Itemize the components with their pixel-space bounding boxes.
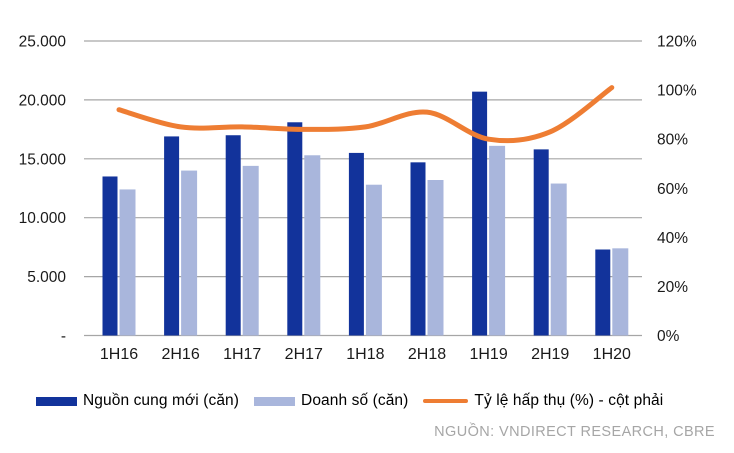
left-axis-tick-label: 10.000 <box>19 210 67 227</box>
bar-sales <box>550 183 567 336</box>
right-axis-tick-label: 80% <box>657 132 688 149</box>
bar-new-supply <box>410 162 426 336</box>
bar-new-supply <box>102 176 118 336</box>
x-axis-label: 2H19 <box>531 346 569 363</box>
right-axis-tick-label: 100% <box>657 83 697 100</box>
x-axis-label: 1H18 <box>346 346 384 363</box>
right-axis-tick-label: 120% <box>657 34 697 51</box>
x-axis-label: 2H18 <box>408 346 446 363</box>
bar-sales <box>612 248 629 336</box>
left-axis-tick-label: 25.000 <box>19 34 67 51</box>
bar-sales <box>427 180 444 336</box>
bar-sales <box>242 165 259 336</box>
bar-sales <box>489 145 506 336</box>
left-axis-tick-label: 5.000 <box>27 269 66 286</box>
plot-svg: 25.000 20.000 15.000 10.000 5.000 - 120% 100% 80… <box>19 34 697 364</box>
right-axis-tick-label: 0% <box>657 328 680 345</box>
bar-new-supply <box>348 152 364 336</box>
legend-item-sales: Doanh số (căn) <box>254 392 408 410</box>
left-axis-tick-label: 15.000 <box>19 151 67 168</box>
legend-item-new-supply: Nguồn cung mới (căn) <box>36 392 239 410</box>
source-credit: NGUỒN: VNDIRECT RESEARCH, CBRE <box>434 424 715 440</box>
sales-swatch-icon <box>254 396 296 406</box>
x-axis-label: 2H17 <box>285 346 323 363</box>
bar-sales <box>119 189 136 336</box>
x-axis-label: 1H17 <box>223 346 261 363</box>
x-axis-label: 1H19 <box>469 346 507 363</box>
x-axis-label: 2H16 <box>161 346 199 363</box>
absorption-line <box>116 85 615 144</box>
legend-label-new-supply: Nguồn cung mới (căn) <box>83 392 240 409</box>
right-axis-tick-label: 20% <box>657 279 688 296</box>
left-axis-tick-label: - <box>61 328 66 345</box>
legend: Nguồn cung mới (căn) Doanh số (căn) Tỷ l… <box>36 391 663 411</box>
right-axis-tick-label: 60% <box>657 181 688 198</box>
x-axis-label: 1H20 <box>593 346 631 363</box>
absorption-line-swatch-icon <box>423 398 469 404</box>
legend-label-absorption: Tỷ lệ hấp thụ (%) - cột phải <box>474 392 664 409</box>
legend-item-absorption: Tỷ lệ hấp thụ (%) - cột phải <box>423 392 663 410</box>
bar-sales <box>181 170 198 336</box>
x-axis-label: 1H16 <box>100 346 138 363</box>
right-axis-tick-label: 40% <box>657 230 688 247</box>
bar-new-supply <box>595 249 611 336</box>
left-axis-tick-label: 20.000 <box>19 92 67 109</box>
bar-new-supply <box>472 91 488 336</box>
bar-new-supply <box>287 122 303 336</box>
bar-new-supply <box>164 136 180 336</box>
new-supply-swatch-icon <box>36 396 77 406</box>
bar-sales <box>304 155 321 336</box>
bar-new-supply <box>533 149 549 336</box>
bar-sales <box>365 184 382 336</box>
bar-new-supply <box>225 135 241 336</box>
legend-label-sales: Doanh số (căn) <box>301 392 409 409</box>
